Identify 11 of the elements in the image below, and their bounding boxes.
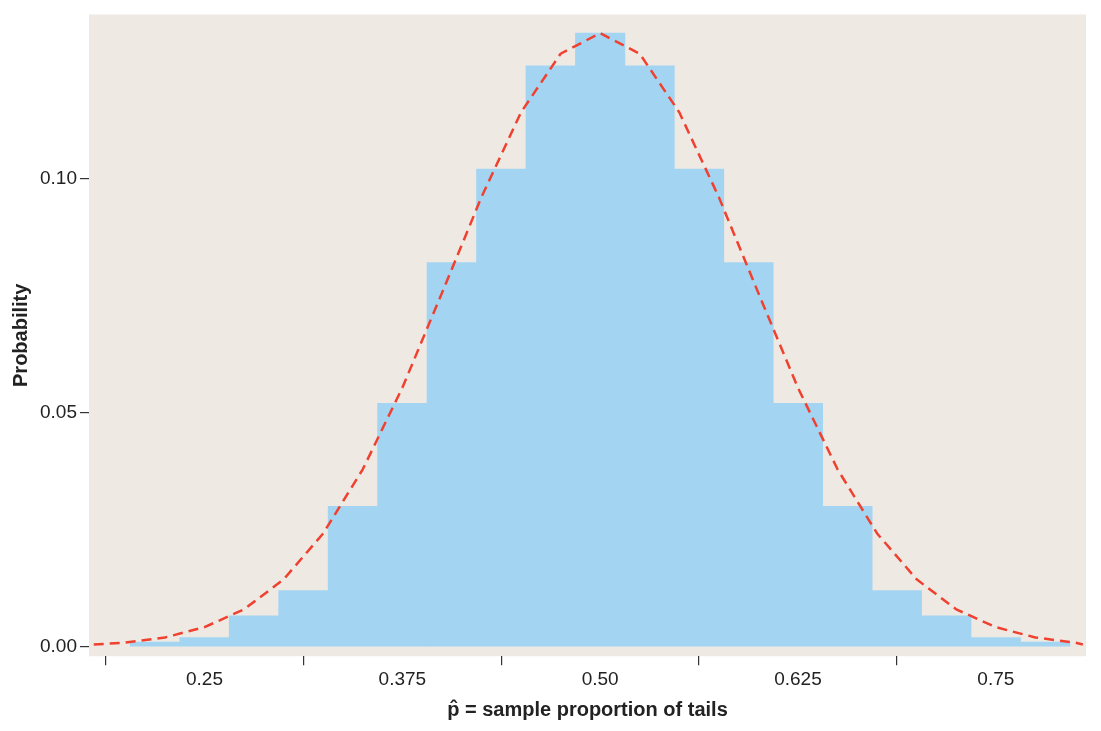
- x-tick-label: 0.375: [378, 667, 427, 689]
- y-tick-label: 0.10: [40, 166, 77, 188]
- y-axis-title: Probability: [8, 282, 31, 387]
- x-tick-label: 0.75: [977, 667, 1015, 689]
- x-tick-label: 0.625: [774, 667, 822, 689]
- y-tick-label: 0.00: [40, 635, 77, 657]
- y-tick-label: 0.05: [40, 400, 77, 422]
- x-tick-label: 0.50: [581, 667, 619, 689]
- x-axis-title: p̂ = sample proportion of tails: [447, 697, 728, 720]
- line-series: [92, 31, 1085, 646]
- x-tick-label: 0.25: [186, 667, 223, 689]
